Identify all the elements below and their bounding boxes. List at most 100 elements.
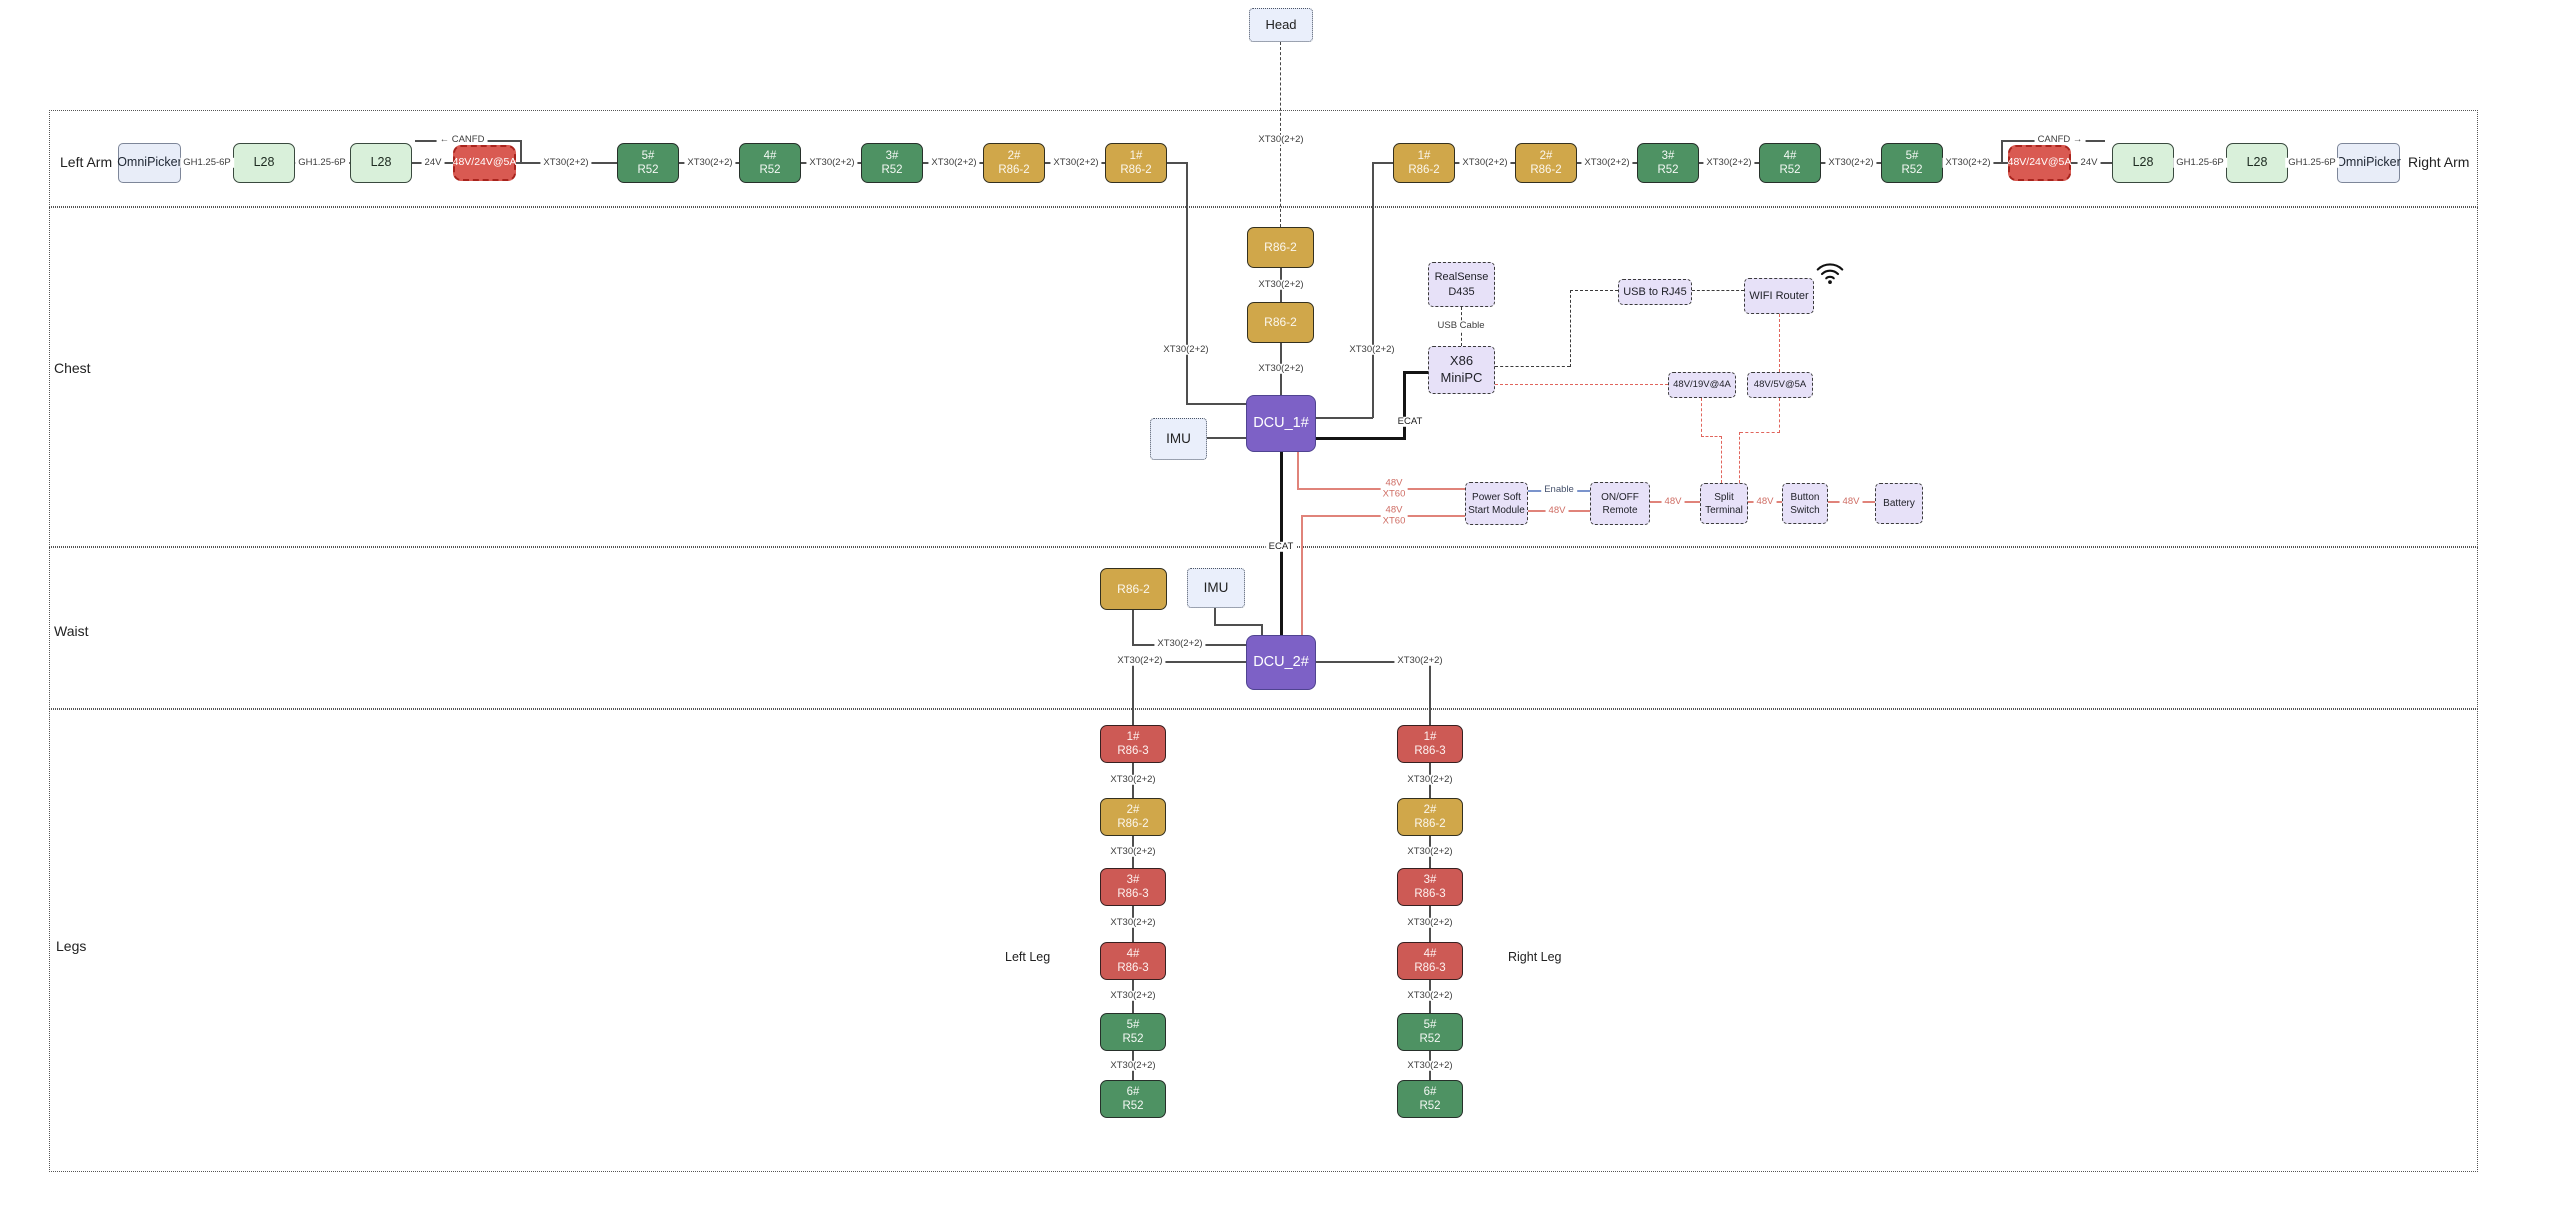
left-psu-48v-24v: 48V/24V@5A — [453, 145, 516, 181]
box-label: 48V/24V@5A — [452, 156, 517, 169]
wire-5v-down — [1779, 398, 1780, 433]
wire-right-canfd-elbow — [2001, 140, 2003, 163]
converter-48v-19v: 48V/19V@4A — [1668, 372, 1736, 398]
motor-name: R86-2 — [998, 164, 1030, 176]
box-label: Battery — [1883, 498, 1915, 509]
left-xt4-label: XT30(2+2) — [1050, 157, 1102, 169]
wire-wifi-5v — [1779, 314, 1780, 372]
wire-imu-chest — [1207, 437, 1247, 439]
motor-id: 3# — [1661, 149, 1675, 162]
motor-name: R86-3 — [1117, 962, 1149, 974]
split-terminal: Split Terminal — [1700, 483, 1748, 524]
motor-id: 6# — [1423, 1085, 1437, 1098]
wire-5v-split — [1739, 432, 1740, 483]
right-arm-motor-2: 2# R86-2 — [1515, 143, 1577, 183]
chest-xt-top-label: XT30(2+2) — [1255, 279, 1307, 291]
motor-id: 1# — [1126, 730, 1140, 743]
motor-name: R86-3 — [1414, 745, 1446, 757]
box-label: L28 — [370, 155, 392, 170]
chest-r86-top: R86-2 — [1247, 227, 1314, 268]
box-label: 48V/19V@4A — [1673, 378, 1731, 390]
wifi-icon — [1816, 263, 1844, 284]
dcu-2: DCU_2# — [1246, 635, 1316, 690]
box-label: WIFI Router — [1749, 289, 1809, 302]
wire-right-arm-drop-h — [1316, 417, 1373, 419]
right-arm-section-label: Right Arm — [2408, 154, 2470, 170]
voltage-label: 48V — [1385, 504, 1403, 516]
wire-x86-rj45-h2 — [1570, 290, 1618, 291]
motor-id: 4# — [1783, 149, 1797, 162]
ecat-spine-label: ECAT — [1265, 541, 1297, 553]
motor-name: R52 — [1657, 164, 1679, 176]
box-label: Switch — [1790, 504, 1820, 516]
motor-name: R52 — [1122, 1033, 1144, 1045]
left-leg-xt3: XT30(2+2) — [1107, 917, 1159, 929]
power-in1-label: 48V XT60 — [1380, 477, 1408, 501]
chest-band — [49, 207, 2478, 547]
box-label: D435 — [1448, 285, 1475, 298]
wire-left-arm-bus — [180, 162, 1187, 164]
box-label: USB to RJ45 — [1623, 285, 1687, 298]
box-label: DCU_1# — [1253, 415, 1309, 432]
wire-waist-imu-v2 — [1261, 624, 1263, 636]
right-xt4-label: XT30(2+2) — [1942, 157, 1994, 169]
legs-section-label: Legs — [56, 938, 87, 954]
wire-left-arm-drop-h — [1186, 403, 1247, 405]
box-label: R86-2 — [1117, 581, 1150, 596]
enable-label: Enable — [1541, 484, 1577, 496]
left-leg-motor-4: 4# R86-3 — [1100, 942, 1166, 980]
right-l28-b: L28 — [2226, 143, 2288, 183]
left-leg-label: Left Leg — [1005, 950, 1051, 964]
motor-name: R86-2 — [1408, 164, 1440, 176]
wire-19v-down — [1701, 398, 1702, 437]
right-leg-motor-4: 4# R86-3 — [1397, 942, 1463, 980]
right-leg-xt2: XT30(2+2) — [1404, 846, 1456, 858]
motor-id: 4# — [763, 149, 777, 162]
right-arm-motor-3: 3# R52 — [1637, 143, 1699, 183]
motor-id: 3# — [1126, 873, 1140, 886]
motor-id: 5# — [1423, 1018, 1437, 1031]
wire-left-arm-drop — [1186, 162, 1188, 404]
v48-b-label: 48V — [1661, 496, 1685, 508]
motor-name: R52 — [1779, 164, 1801, 176]
right-leg-xt1: XT30(2+2) — [1404, 774, 1456, 786]
head-node: Head — [1249, 8, 1313, 42]
motor-id: 5# — [641, 149, 655, 162]
box-label: Remote — [1602, 504, 1638, 516]
motor-id: 3# — [885, 149, 899, 162]
left-leg-motor-2: 2# R86-2 — [1100, 798, 1166, 836]
head-connector-label: XT30(2+2) — [1255, 134, 1307, 146]
button-switch: Button Switch — [1782, 483, 1828, 524]
left-arm-drop-label: XT30(2+2) — [1160, 344, 1212, 356]
connector-label: XT60 — [1382, 516, 1406, 527]
box-label: RealSense — [1434, 271, 1489, 284]
right-arm-motor-1: 1# R86-2 — [1393, 143, 1455, 183]
motor-id: 3# — [1423, 873, 1437, 886]
left-arm-motor-5: 5# R52 — [617, 143, 679, 183]
left-arm-motor-3: 3# R52 — [861, 143, 923, 183]
right-l28-a: L28 — [2112, 143, 2174, 183]
usb-cable-label: USB Cable — [1434, 320, 1488, 332]
box-label: L28 — [2132, 155, 2154, 170]
head-label: Head — [1265, 16, 1297, 32]
left-gh1-label: GH1.25-6P — [180, 157, 234, 169]
box-label: Split — [1714, 491, 1734, 503]
motor-name: R86-3 — [1414, 888, 1446, 900]
power-soft-start-module: Power Soft Start Module — [1465, 482, 1528, 525]
box-label: 48V/24V@5A — [2007, 156, 2072, 169]
motor-id: 2# — [1007, 149, 1021, 162]
motor-name: R52 — [1901, 164, 1923, 176]
wire-left-leg-h — [1132, 661, 1247, 663]
power-in2-label: 48V XT60 — [1380, 504, 1408, 528]
chest-r86-mid: R86-2 — [1247, 302, 1314, 343]
right-xt3-label: XT30(2+2) — [1825, 157, 1877, 169]
left-xt1-label: XT30(2+2) — [684, 157, 736, 169]
wire-x86-rj45-h1 — [1495, 366, 1570, 367]
box-label: Start Module — [1468, 504, 1525, 516]
motor-name: R86-2 — [1414, 818, 1446, 830]
motor-name: R86-2 — [1117, 818, 1149, 830]
right-xt0-label: XT30(2+2) — [1459, 157, 1511, 169]
left-arm-motor-4: 4# R52 — [739, 143, 801, 183]
motor-id: 2# — [1539, 149, 1553, 162]
left-omnipicker: OmniPicker — [117, 143, 182, 183]
